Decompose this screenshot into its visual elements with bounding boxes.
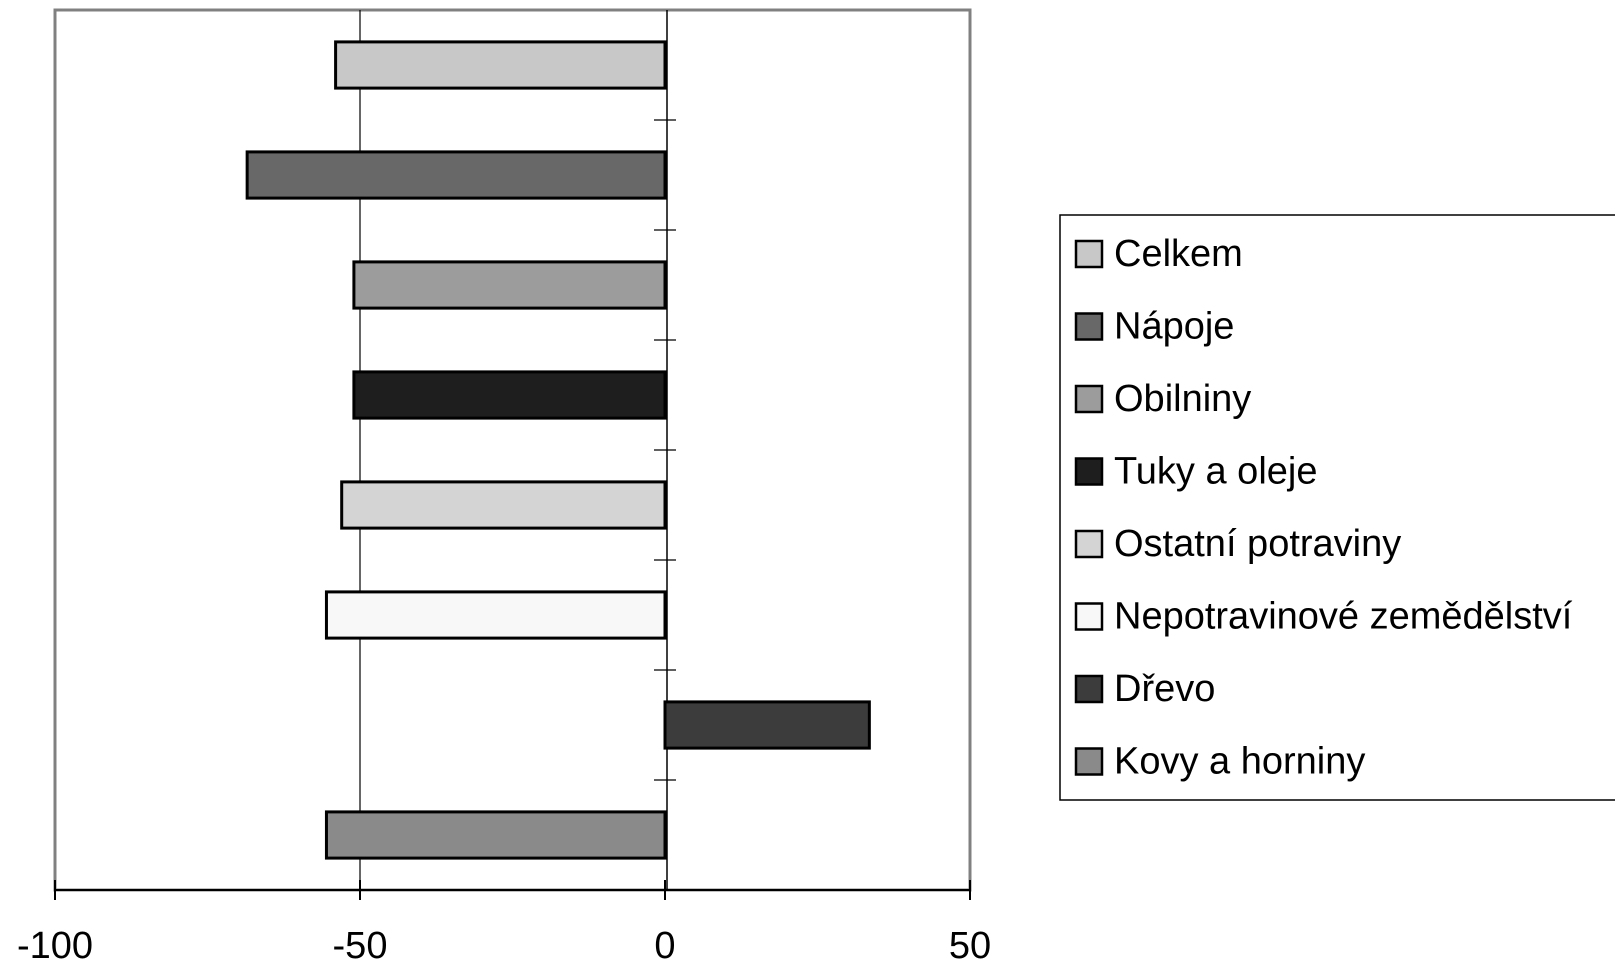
plot-area-frame xyxy=(53,8,972,892)
bar-6 xyxy=(324,590,667,640)
legend-label-1: Celkem xyxy=(1114,233,1243,275)
bar-7 xyxy=(663,700,871,750)
bar-3 xyxy=(352,260,667,310)
x-tick-label-0: -100 xyxy=(17,925,93,965)
legend-label-4: Tuky a oleje xyxy=(1114,451,1317,493)
category-ticks xyxy=(654,119,676,781)
legend-swatch-3 xyxy=(1074,384,1104,414)
legend-swatch-2 xyxy=(1074,312,1104,341)
legend: Celkem Nápoje Obilniny Tuky a oleje Ostatní … xyxy=(1059,214,1615,801)
x-axis-ticks xyxy=(54,880,971,900)
bar-1 xyxy=(334,40,667,90)
legend-label-7: Dřevo xyxy=(1114,668,1215,710)
legend-swatch-1 xyxy=(1074,239,1104,269)
bar-2 xyxy=(245,150,667,200)
bar-5 xyxy=(340,480,667,530)
bar-4 xyxy=(352,370,667,420)
legend-label-6: Nepotravinové zemědělství xyxy=(1114,596,1573,638)
legend-swatch-4 xyxy=(1074,457,1104,486)
legend-label-8: Kovy a horniny xyxy=(1114,741,1365,783)
legend-label-2: Nápoje xyxy=(1114,306,1234,348)
x-tick-label-2: 0 xyxy=(654,925,675,965)
bars xyxy=(245,40,871,860)
legend-swatch-6 xyxy=(1074,602,1104,631)
legend-label-5: Ostatní potraviny xyxy=(1114,523,1401,565)
legend-frame xyxy=(1059,214,1615,801)
bar-8 xyxy=(324,810,667,860)
legend-swatch-8 xyxy=(1074,747,1104,776)
x-axis-tick-labels: -100 -50 0 50 xyxy=(17,925,991,965)
x-tick-label-1: -50 xyxy=(333,925,388,965)
x-tick-label-3: 50 xyxy=(949,925,991,965)
legend-label-3: Obilniny xyxy=(1114,378,1251,420)
legend-swatch-5 xyxy=(1074,529,1104,559)
legend-swatch-7 xyxy=(1074,674,1104,704)
